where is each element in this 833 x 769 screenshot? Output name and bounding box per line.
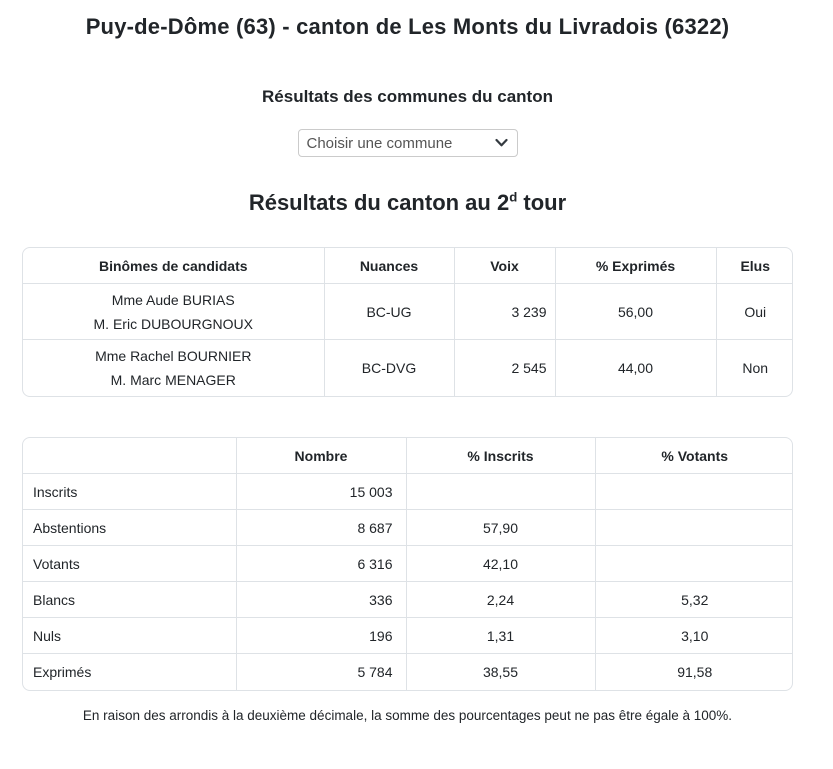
participation-row: Exprimés 5 784 38,55 91,58 bbox=[23, 653, 792, 690]
pct-votants-cell: 3,10 bbox=[595, 617, 792, 655]
canton-results-heading: Résultats du canton au 2d tour bbox=[22, 190, 793, 216]
row-label: Exprimés bbox=[23, 653, 237, 690]
rounding-footnote: En raison des arrondis à la deuxième déc… bbox=[82, 707, 733, 723]
participation-row: Abstentions 8 687 57,90 bbox=[23, 509, 792, 547]
pct-votants-cell: 91,58 bbox=[677, 664, 713, 681]
pct-votants-cell bbox=[595, 473, 792, 511]
communes-heading: Résultats des communes du canton bbox=[262, 87, 553, 107]
pct-votants-cell bbox=[595, 545, 792, 583]
row-label: Votants bbox=[23, 545, 237, 583]
row-label: Abstentions bbox=[23, 509, 237, 547]
pct-inscrits-cell: 42,10 bbox=[406, 545, 596, 583]
candidate-names-cell: Mme Aude BURIAS M. Eric DUBOURGNOUX bbox=[23, 283, 325, 341]
nombre-cell: 336 bbox=[236, 581, 407, 619]
pct-inscrits-cell: 57,90 bbox=[406, 509, 596, 547]
pct-inscrits-cell bbox=[406, 473, 596, 511]
candidate-names-cell: Mme Rachel BOURNIER M. Marc MENAGER bbox=[23, 339, 325, 396]
page-title: Puy-de-Dôme (63) - canton de Les Monts d… bbox=[85, 14, 730, 39]
nombre-cell: 5 784 bbox=[236, 653, 407, 690]
column-header-exprimes: % Exprimés bbox=[555, 247, 717, 285]
participation-row: Votants 6 316 42,10 bbox=[23, 545, 792, 583]
nuance-cell: BC-DVG bbox=[324, 339, 455, 396]
candidates-table: Binômes de candidats Nuances Voix % Expr… bbox=[23, 247, 792, 396]
candidate-name-line: M. Marc MENAGER bbox=[110, 372, 236, 389]
commune-select[interactable]: Choisir une commune bbox=[297, 129, 518, 158]
column-header-nombre: Nombre bbox=[236, 437, 407, 475]
elus-cell: Oui bbox=[716, 283, 792, 341]
column-header-voix: Voix bbox=[454, 247, 556, 285]
column-header-empty bbox=[23, 437, 237, 475]
nombre-cell: 8 687 bbox=[236, 509, 407, 547]
nombre-cell: 15 003 bbox=[236, 473, 407, 511]
voix-cell: 2 545 bbox=[454, 339, 556, 396]
column-header-nuances: Nuances bbox=[324, 247, 455, 285]
canton-heading-prefix: Résultats du canton au 2 bbox=[248, 190, 510, 216]
row-label: Inscrits bbox=[23, 473, 237, 511]
participation-row: Nuls 196 1,31 3,10 bbox=[23, 617, 792, 655]
canton-heading-superscript: d bbox=[509, 190, 518, 206]
nombre-cell: 196 bbox=[236, 617, 407, 655]
pct-inscrits-cell: 2,24 bbox=[406, 581, 596, 619]
participation-row: Inscrits 15 003 bbox=[23, 473, 792, 511]
participation-row: Blancs 336 2,24 5,32 bbox=[23, 581, 792, 619]
column-header-pct-inscrits: % Inscrits bbox=[406, 437, 596, 475]
candidates-table-box: Binômes de candidats Nuances Voix % Expr… bbox=[22, 246, 793, 397]
candidates-header-row: Binômes de candidats Nuances Voix % Expr… bbox=[23, 247, 792, 285]
row-label: Nuls bbox=[23, 617, 237, 655]
candidate-row: Mme Rachel BOURNIER M. Marc MENAGER BC-D… bbox=[23, 339, 792, 396]
elus-cell: Non bbox=[742, 360, 769, 377]
voix-cell: 3 239 bbox=[454, 283, 556, 341]
pct-exprimes-cell: 56,00 bbox=[555, 283, 717, 341]
pct-exprimes-cell: 44,00 bbox=[555, 339, 717, 396]
candidate-name-line: M. Eric DUBOURGNOUX bbox=[93, 315, 253, 332]
pct-votants-cell bbox=[595, 509, 792, 547]
column-header-pct-votants: % Votants bbox=[595, 437, 792, 475]
candidate-name-line: Mme Aude BURIAS bbox=[111, 291, 235, 308]
pct-inscrits-cell: 1,31 bbox=[406, 617, 596, 655]
participation-table-box: Nombre % Inscrits % Votants Inscrits 15 … bbox=[22, 436, 793, 691]
column-header-elus: Elus bbox=[716, 247, 792, 285]
nombre-cell: 6 316 bbox=[236, 545, 407, 583]
canton-heading-suffix: tour bbox=[517, 190, 567, 216]
column-header-binomes: Binômes de candidats bbox=[23, 247, 325, 285]
pct-votants-cell: 5,32 bbox=[595, 581, 792, 619]
commune-select-wrap: Choisir une commune bbox=[297, 129, 518, 158]
pct-inscrits-cell: 38,55 bbox=[406, 653, 596, 690]
page-container: Puy-de-Dôme (63) - canton de Les Monts d… bbox=[22, 14, 793, 723]
participation-header-row: Nombre % Inscrits % Votants bbox=[23, 437, 792, 475]
participation-table: Nombre % Inscrits % Votants Inscrits 15 … bbox=[23, 437, 792, 690]
row-label: Blancs bbox=[23, 581, 237, 619]
candidate-row: Mme Aude BURIAS M. Eric DUBOURGNOUX BC-U… bbox=[23, 283, 792, 341]
candidate-name-line: Mme Rachel BOURNIER bbox=[95, 348, 252, 365]
nuance-cell: BC-UG bbox=[324, 283, 455, 341]
commune-select-row: Choisir une commune bbox=[22, 129, 793, 158]
